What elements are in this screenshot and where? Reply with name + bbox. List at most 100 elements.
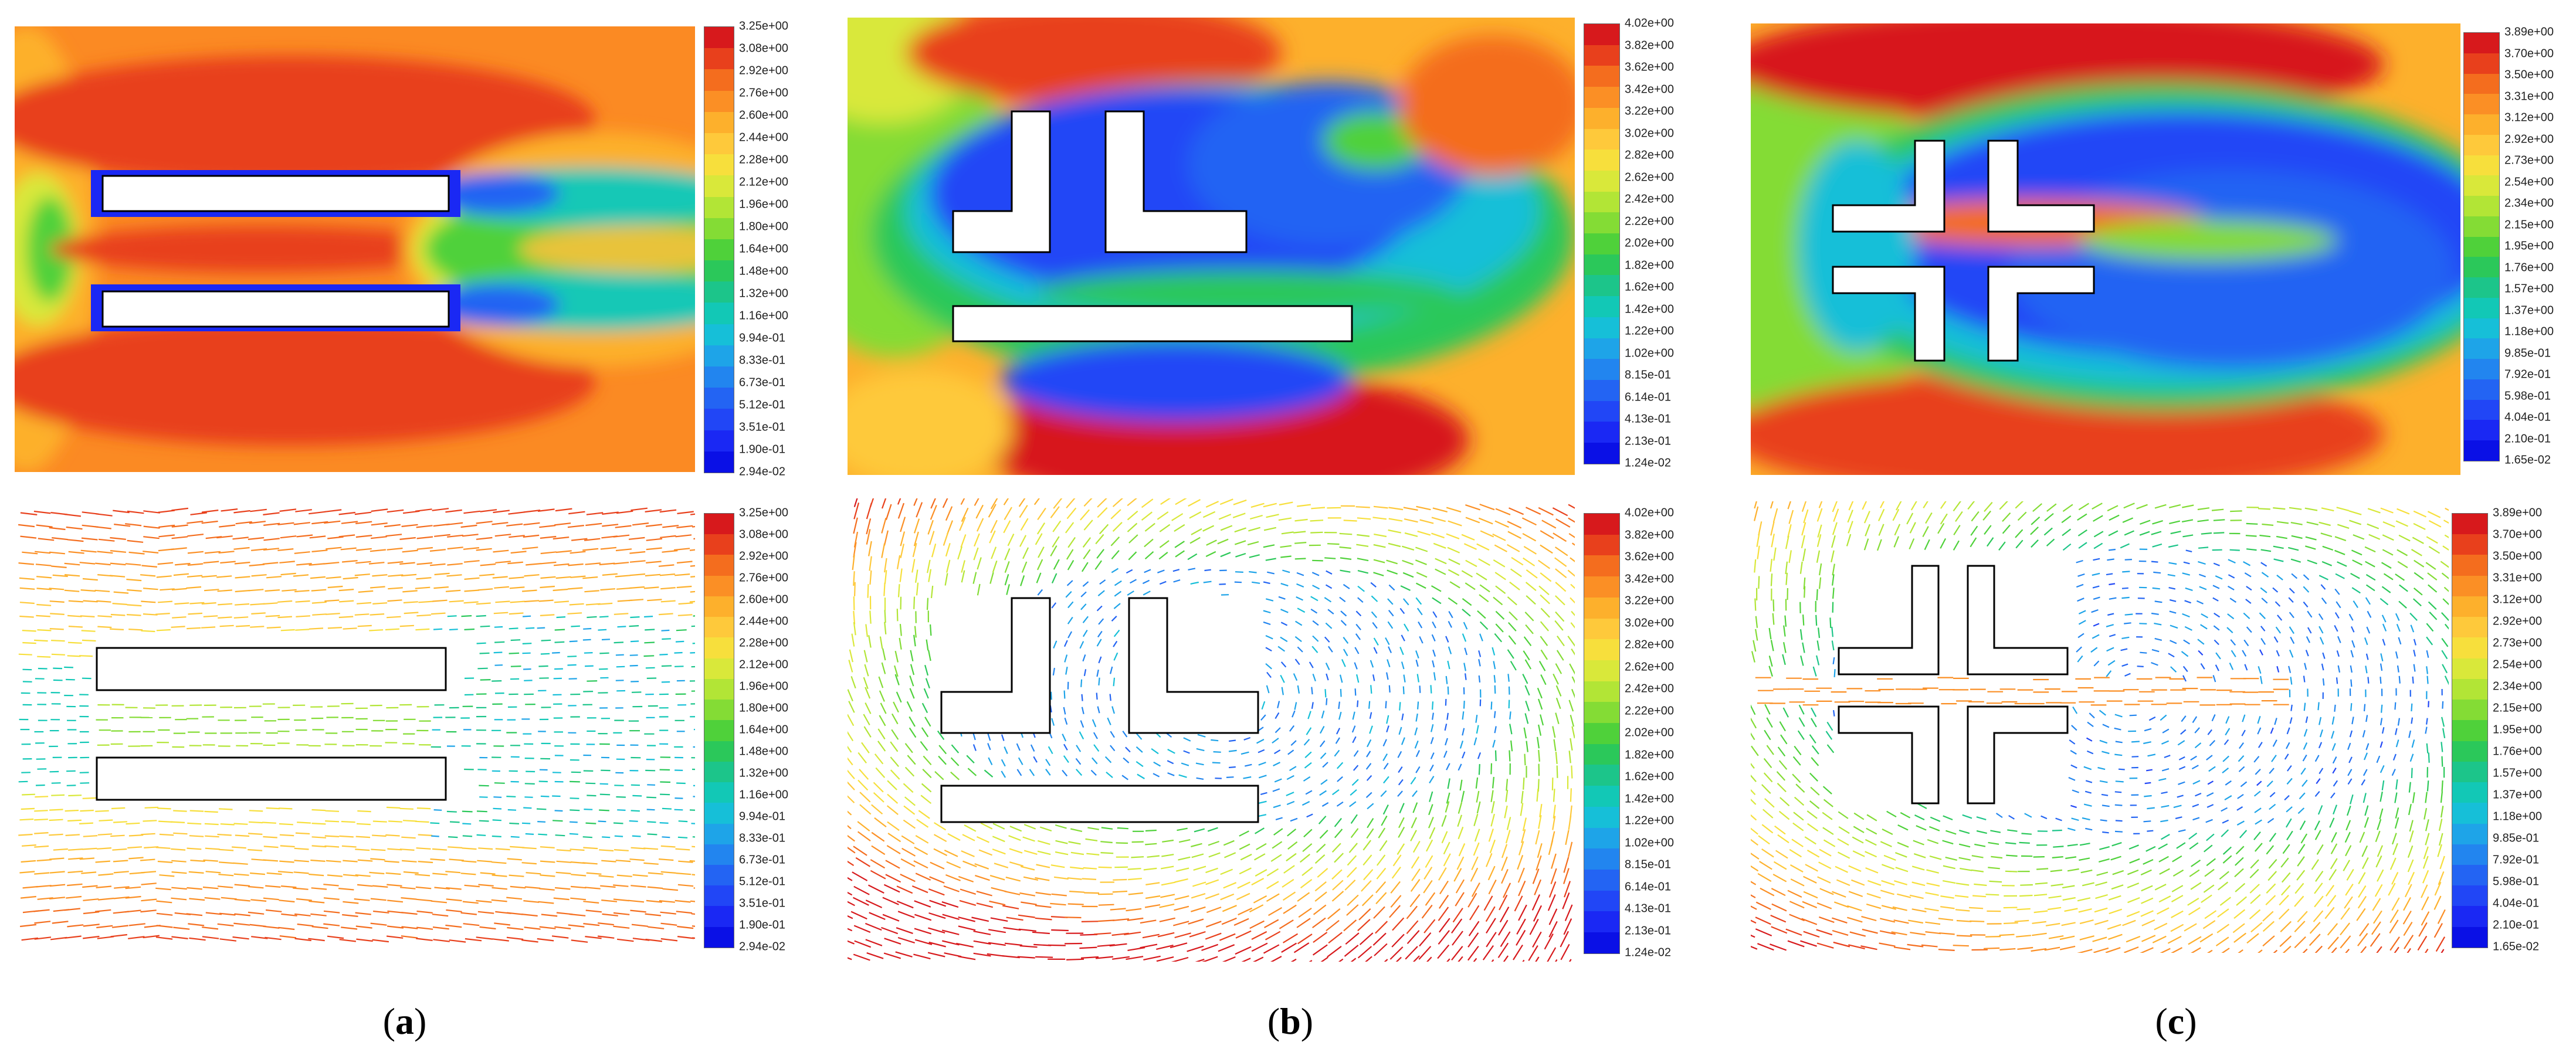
velocity-vector bbox=[1955, 882, 1970, 886]
velocity-vector bbox=[614, 849, 629, 851]
velocity-vector bbox=[2084, 790, 2092, 794]
velocity-vector bbox=[987, 743, 991, 751]
velocity-vector bbox=[1363, 869, 1374, 881]
velocity-vector bbox=[506, 897, 523, 900]
colorbar-tick: 2.94e-02 bbox=[739, 940, 785, 953]
velocity-vector bbox=[1782, 654, 1786, 666]
velocity-vector bbox=[2141, 935, 2156, 942]
panel-b-vector-plot bbox=[848, 498, 1575, 962]
velocity-vector bbox=[2206, 949, 2213, 953]
velocity-vector bbox=[959, 517, 966, 531]
velocity-vector bbox=[1249, 920, 1265, 929]
velocity-vector bbox=[1218, 514, 1232, 520]
velocity-vector bbox=[929, 876, 945, 884]
velocity-vector bbox=[538, 599, 554, 602]
velocity-vector bbox=[973, 547, 979, 561]
velocity-vector bbox=[476, 834, 486, 836]
velocity-vector bbox=[2438, 833, 2443, 846]
velocity-vector bbox=[2188, 907, 2201, 916]
velocity-vector bbox=[465, 938, 482, 942]
velocity-vector bbox=[555, 887, 571, 890]
velocity-vector bbox=[2184, 600, 2191, 604]
velocity-vector bbox=[18, 653, 32, 656]
velocity-vector bbox=[126, 822, 140, 825]
velocity-vector bbox=[599, 809, 609, 812]
velocity-vector bbox=[1810, 786, 1820, 796]
velocity-vector bbox=[1022, 547, 1029, 559]
velocity-vector bbox=[890, 741, 899, 752]
velocity-vector bbox=[1525, 624, 1534, 634]
velocity-vector bbox=[1555, 568, 1567, 579]
velocity-vector bbox=[1311, 572, 1320, 576]
velocity-vector bbox=[928, 888, 945, 896]
velocity-vector bbox=[1349, 801, 1357, 807]
velocity-vector bbox=[851, 633, 855, 647]
velocity-vector bbox=[1405, 946, 1418, 960]
velocity-vector bbox=[114, 886, 130, 889]
velocity-vector bbox=[585, 936, 602, 939]
velocity-vector bbox=[1066, 507, 1077, 520]
velocity-vector bbox=[83, 935, 100, 939]
velocity-vector bbox=[848, 901, 855, 907]
velocity-vector bbox=[2213, 532, 2225, 534]
velocity-vector bbox=[586, 872, 602, 875]
velocity-vector bbox=[2365, 597, 2371, 605]
velocity-vector bbox=[522, 546, 538, 550]
velocity-vector bbox=[2275, 626, 2282, 634]
velocity-vector bbox=[2213, 625, 2220, 631]
velocity-vector bbox=[464, 628, 475, 630]
velocity-vector bbox=[896, 609, 899, 622]
velocity-vector bbox=[2204, 844, 2213, 853]
velocity-vector bbox=[1937, 522, 1945, 534]
velocity-vector bbox=[2108, 933, 2123, 940]
velocity-vector bbox=[2094, 907, 2108, 913]
velocity-vector bbox=[1822, 827, 1834, 835]
velocity-vector bbox=[1544, 933, 1554, 950]
velocity-vector bbox=[2407, 859, 2414, 873]
velocity-vector bbox=[234, 884, 250, 887]
velocity-vector bbox=[1023, 876, 1039, 881]
velocity-vector bbox=[2333, 780, 2338, 787]
velocity-vector bbox=[2246, 626, 2252, 633]
velocity-vector bbox=[2345, 948, 2350, 953]
velocity-vector bbox=[1476, 543, 1490, 551]
velocity-vector bbox=[1447, 660, 1450, 670]
velocity-vector bbox=[19, 871, 35, 874]
velocity-vector bbox=[1338, 958, 1344, 962]
velocity-vector bbox=[189, 937, 206, 941]
velocity-vector bbox=[2062, 897, 2076, 901]
velocity-vector bbox=[1320, 752, 1327, 759]
velocity-vector bbox=[1354, 688, 1357, 696]
velocity-vector bbox=[903, 783, 914, 793]
velocity-vector bbox=[1261, 701, 1266, 710]
velocity-vector bbox=[629, 858, 645, 861]
velocity-vector bbox=[509, 627, 518, 630]
velocity-vector bbox=[2262, 921, 2275, 932]
velocity-vector bbox=[1508, 635, 1517, 645]
velocity-vector bbox=[556, 849, 571, 852]
velocity-vector bbox=[1392, 917, 1405, 931]
velocity-vector bbox=[2412, 598, 2422, 607]
velocity-vector bbox=[1258, 800, 1267, 804]
velocity-vector bbox=[21, 860, 36, 863]
velocity-vector bbox=[1490, 790, 1494, 802]
velocity-vector bbox=[2376, 946, 2382, 953]
velocity-vector bbox=[65, 834, 80, 836]
velocity-vector bbox=[1004, 942, 1022, 946]
velocity-vector bbox=[110, 550, 127, 553]
velocity-vector bbox=[404, 612, 419, 615]
velocity-vector bbox=[1142, 579, 1150, 585]
velocity-vector bbox=[2045, 922, 2060, 926]
velocity-vector bbox=[202, 926, 219, 930]
velocity-vector bbox=[2032, 921, 2046, 924]
velocity-vector bbox=[216, 535, 233, 539]
velocity-vector bbox=[2421, 884, 2428, 898]
velocity-vector bbox=[494, 641, 505, 643]
velocity-vector bbox=[2137, 666, 2144, 667]
panel-c-caption: (c) bbox=[2155, 1000, 2197, 1042]
velocity-vector bbox=[447, 546, 463, 550]
velocity-vector bbox=[1350, 958, 1357, 962]
velocity-vector bbox=[1097, 498, 1107, 508]
velocity-vector bbox=[2198, 546, 2209, 549]
velocity-vector bbox=[613, 822, 623, 824]
